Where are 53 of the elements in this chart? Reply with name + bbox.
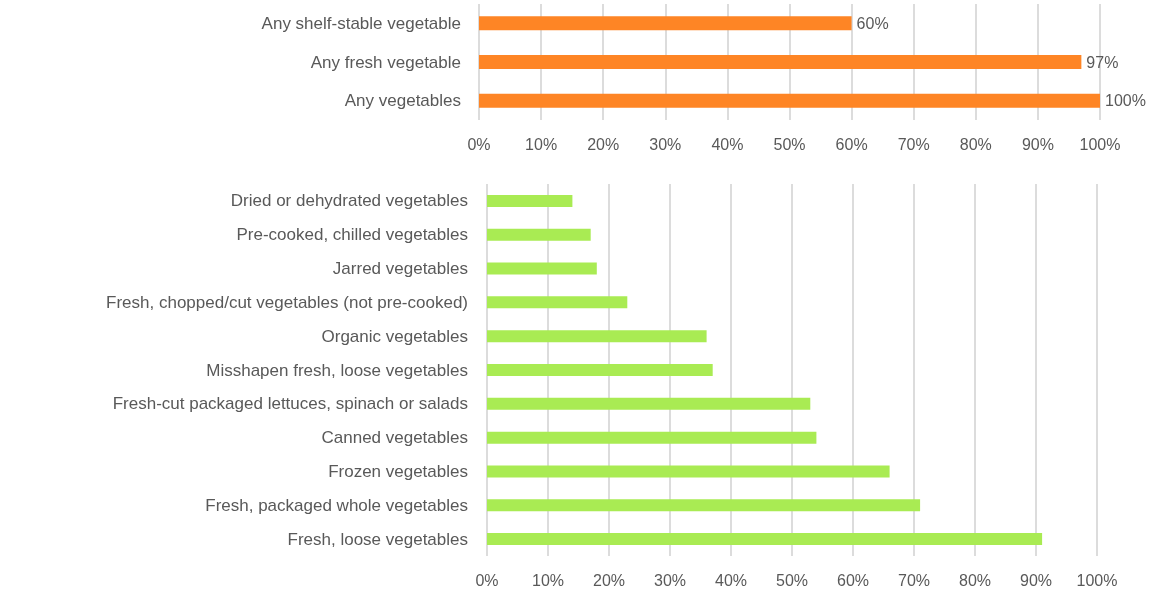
x-tick-label: 0% xyxy=(467,135,491,153)
y-tick-label: Fresh, chopped/cut vegetables (not pre-cooked) xyxy=(106,292,468,312)
x-tick-label: 70% xyxy=(897,135,930,153)
x-tick-label: 40% xyxy=(714,571,748,589)
y-tick-label: Pre-cooked, chilled vegetables xyxy=(236,225,468,245)
x-tick-label: 20% xyxy=(592,571,626,589)
x-tick-label: 20% xyxy=(587,135,620,153)
y-tick-label: Any fresh vegetable xyxy=(310,52,461,72)
x-tick-label: 80% xyxy=(958,571,992,589)
x-tick-label: 10% xyxy=(525,135,558,153)
x-tick-label: 40% xyxy=(711,135,744,153)
x-tick-label: 50% xyxy=(773,135,806,153)
x-tick-label: 0% xyxy=(475,571,499,589)
x-tick-label: 70% xyxy=(897,571,931,589)
y-tick-label: Dried or dehydrated vegetables xyxy=(230,191,468,211)
x-tick-label: 90% xyxy=(1021,135,1054,153)
bar xyxy=(479,93,1100,108)
bar xyxy=(479,55,1082,69)
y-tick-label: Any vegetables xyxy=(344,91,461,111)
bar xyxy=(487,364,713,376)
bar xyxy=(487,499,921,512)
x-tick-label: 30% xyxy=(649,135,682,153)
data-label: 97% xyxy=(1086,53,1119,71)
bar xyxy=(487,228,591,241)
bar xyxy=(487,465,890,478)
data-label: 60% xyxy=(856,14,889,32)
y-tick-label: Fresh, packaged whole vegetables xyxy=(205,495,468,515)
x-tick-label: 90% xyxy=(1019,571,1053,589)
bar xyxy=(479,16,852,31)
x-tick-label: 50% xyxy=(775,571,809,589)
y-tick-label: Jarred vegetables xyxy=(332,259,468,279)
bar xyxy=(487,431,817,444)
y-tick-label: Fresh, loose vegetables xyxy=(287,529,468,549)
y-tick-label: Any shelf-stable vegetable xyxy=(261,13,461,33)
x-tick-label: 10% xyxy=(531,571,565,589)
bar xyxy=(487,397,811,410)
y-tick-label: Fresh-cut packaged lettuces, spinach or salads xyxy=(112,394,468,414)
y-tick-label: Frozen vegetables xyxy=(328,461,468,481)
y-tick-label: Canned vegetables xyxy=(321,428,468,448)
x-tick-label: 80% xyxy=(959,135,992,153)
data-label: 100% xyxy=(1105,92,1146,110)
y-tick-label: Organic vegetables xyxy=(321,326,468,346)
x-tick-label: 100% xyxy=(1076,571,1118,589)
x-tick-label: 100% xyxy=(1079,135,1121,153)
bar xyxy=(487,296,628,309)
bar xyxy=(487,262,597,275)
bar xyxy=(487,533,1043,546)
x-tick-label: 30% xyxy=(653,571,687,589)
x-tick-label: 60% xyxy=(835,135,868,153)
x-tick-label: 60% xyxy=(836,571,870,589)
bar xyxy=(487,330,707,343)
y-tick-label: Misshapen fresh, loose vegetables xyxy=(206,360,468,380)
bar xyxy=(487,194,573,207)
